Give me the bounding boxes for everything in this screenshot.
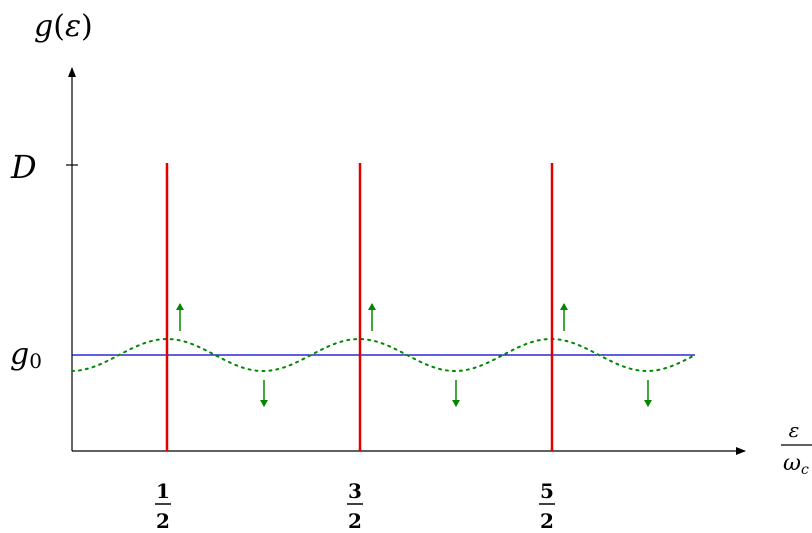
x-tick-5-denominator: 2 — [540, 509, 554, 533]
x-axis-label: ε ωc — [781, 418, 812, 478]
x-tick-5-numerator: 5 — [540, 479, 554, 503]
x-tick-3: 3 2 — [347, 479, 363, 533]
x-tick-1: 1 2 — [155, 479, 171, 533]
x-tick-1-numerator: 1 — [156, 479, 170, 503]
oscillation-curve — [71, 338, 695, 372]
x-axis-label-denominator: ωc — [783, 451, 809, 478]
x-tick-5: 5 2 — [539, 479, 555, 533]
x-tick-1-denominator: 2 — [156, 509, 170, 533]
x-tick-3-denominator: 2 — [348, 509, 362, 533]
x-tick-3-numerator: 3 — [348, 479, 362, 503]
level-D-label: D — [10, 148, 37, 186]
y-axis-label: g(ε) — [34, 9, 93, 44]
x-axis-label-numerator: ε — [789, 418, 800, 442]
level-g0-label: g0 — [10, 337, 42, 373]
